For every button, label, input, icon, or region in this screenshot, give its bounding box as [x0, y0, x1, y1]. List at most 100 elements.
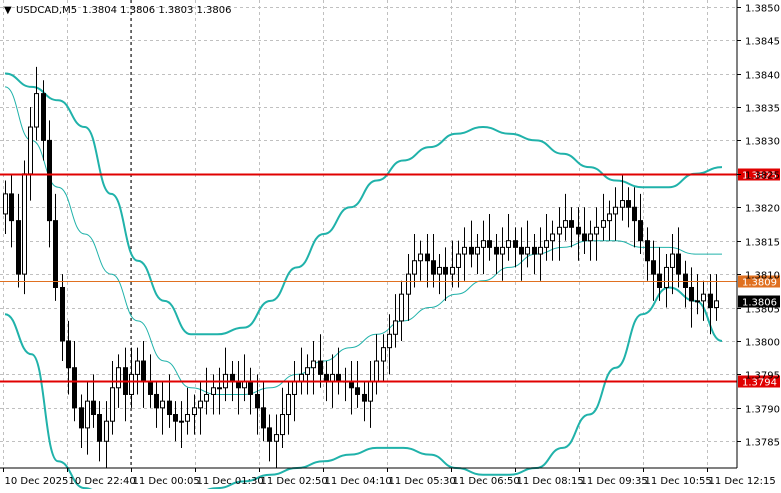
time-tick-label: 11 Dec 06:50 [453, 476, 520, 487]
candle [318, 334, 323, 388]
price-tick-label: 1.3835 [745, 104, 780, 115]
candle-body [708, 293, 713, 309]
candle-body [185, 414, 190, 422]
candle [418, 240, 423, 281]
price-line-label-box [738, 275, 780, 288]
candle-body [135, 360, 140, 375]
horizontal-levels[interactable]: 1.3825 1.3794 1.3809 1.3806 [0, 168, 780, 389]
candle-body [532, 246, 537, 255]
price-line-label: 1.3809 [742, 278, 777, 289]
time-tick-label: 10 Dec 2025 [5, 476, 69, 487]
candle-body [638, 220, 643, 242]
candle-body [66, 340, 71, 369]
candle-body [632, 206, 637, 222]
candle [494, 234, 499, 275]
candle-body [475, 246, 480, 255]
symbol-timeframe: USDCAD,M5 [16, 5, 77, 16]
candle-body [494, 246, 499, 255]
dropdown-icon[interactable]: ▼ [4, 5, 12, 16]
candle-body [487, 240, 492, 248]
candle-body [154, 393, 159, 409]
candle [135, 347, 140, 395]
candle-body [506, 240, 511, 248]
candle-body [324, 373, 329, 382]
candle [695, 274, 700, 315]
level-label-box [738, 168, 780, 181]
candle [110, 361, 115, 435]
candle-body [582, 233, 587, 242]
candle [425, 234, 430, 288]
candle [167, 374, 172, 428]
candle [676, 227, 681, 288]
candle-body [500, 246, 505, 255]
candle-body [91, 400, 96, 416]
candle [708, 274, 713, 335]
candle-body [198, 400, 203, 409]
candle-body [211, 387, 216, 395]
candle-body [657, 273, 662, 288]
candle-body [456, 253, 461, 268]
candle-body [538, 246, 543, 255]
candle [657, 247, 662, 301]
candle-body [97, 414, 102, 442]
candle [620, 173, 625, 221]
candle [519, 227, 524, 281]
candle-body [519, 246, 524, 255]
candle [607, 200, 612, 241]
candle [626, 187, 631, 228]
candle-body [443, 266, 448, 275]
candle [53, 193, 58, 301]
candle [311, 340, 316, 395]
candle-body [437, 266, 442, 275]
candle-body [588, 233, 593, 242]
candle [280, 387, 285, 448]
time-tick-label: 10 Dec 22:40 [69, 476, 136, 487]
candle [563, 193, 568, 241]
candle-body [393, 320, 398, 335]
candle [79, 394, 84, 448]
candle-body [387, 333, 392, 349]
candle-body [576, 226, 581, 235]
candle-body [462, 246, 467, 255]
candle [431, 234, 436, 288]
candle-body [230, 373, 235, 382]
candle-body [16, 220, 21, 275]
candle [500, 227, 505, 281]
candle [670, 234, 675, 295]
candle-body [670, 253, 675, 268]
candle [261, 381, 266, 442]
candle-body [110, 387, 115, 422]
price-tick-label: 1.3810 [745, 271, 780, 282]
candle-body [695, 300, 700, 303]
candle-body [563, 220, 568, 228]
candle [645, 227, 650, 281]
level-label: 1.3794 [742, 378, 777, 389]
candle-body [645, 240, 650, 262]
candle-body [418, 253, 423, 262]
candle [638, 193, 643, 255]
candle-body [3, 193, 8, 215]
candle [475, 234, 480, 275]
time-tick-label: 11 Dec 01:30 [197, 476, 264, 487]
candle-body [399, 293, 404, 322]
candle [557, 207, 562, 261]
candle [481, 220, 486, 275]
candle [3, 180, 8, 234]
candle [305, 354, 310, 395]
candle-body [173, 414, 178, 422]
candle-body [550, 233, 555, 242]
candle [487, 213, 492, 261]
price-tick-label: 1.3845 [745, 37, 780, 48]
candle-body [28, 126, 33, 175]
time-tick-label: 11 Dec 12:15 [709, 476, 776, 487]
candle [355, 361, 360, 408]
candle [34, 66, 39, 141]
candle [97, 401, 102, 462]
candle [198, 381, 203, 435]
candle [217, 367, 222, 415]
candle-body [406, 273, 411, 295]
